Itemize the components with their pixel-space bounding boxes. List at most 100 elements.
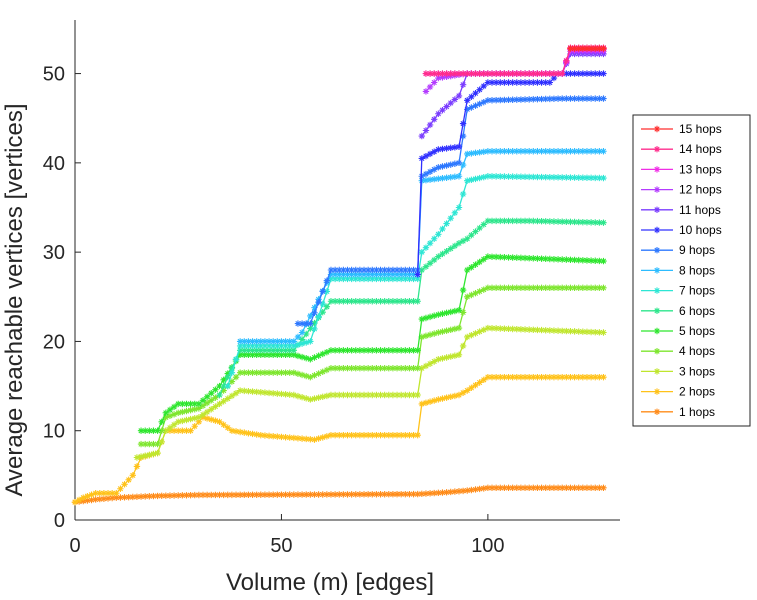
data-point: [451, 325, 459, 333]
series-4-hops: [137, 284, 607, 448]
data-point: [315, 370, 322, 377]
data-point: [348, 391, 355, 399]
data-point: [298, 353, 306, 361]
data-point: [488, 217, 496, 225]
data-point: [554, 484, 562, 492]
data-point: [356, 365, 364, 372]
data-point: [546, 70, 554, 77]
data-point: [236, 342, 244, 350]
data-point: [538, 217, 545, 225]
data-point: [468, 384, 475, 392]
data-point: [472, 70, 479, 77]
data-point: [340, 266, 347, 274]
series-line-10-hops: [417, 72, 604, 275]
data-point: [509, 173, 516, 180]
data-point: [509, 373, 516, 381]
data-point: [154, 492, 161, 500]
data-point: [501, 173, 508, 180]
data-point: [418, 315, 426, 323]
data-point: [311, 372, 318, 379]
data-point: [360, 491, 368, 498]
data-point: [517, 173, 525, 180]
data-point: [472, 330, 479, 337]
data-point: [323, 348, 331, 356]
data-point: [563, 95, 570, 102]
data-point: [344, 391, 351, 399]
data-point: [249, 342, 256, 350]
data-point: [550, 70, 558, 77]
data-point: [393, 365, 401, 372]
data-point: [307, 325, 314, 332]
data-point: [269, 338, 277, 345]
data-point: [468, 291, 475, 299]
legend-item: 8 hops: [641, 263, 715, 277]
data-point: [236, 347, 244, 354]
data-point: [265, 491, 273, 498]
data-point: [274, 491, 281, 498]
data-point: [364, 275, 372, 283]
data-point: [431, 397, 438, 404]
data-point: [435, 110, 442, 117]
data-point: [315, 394, 322, 401]
data-point: [443, 220, 450, 227]
data-point: [311, 304, 318, 311]
data-point: [492, 253, 500, 261]
legend-item: 12 hops: [641, 183, 722, 197]
data-point: [472, 486, 479, 493]
data-point: [509, 254, 516, 261]
data-point: [525, 217, 533, 225]
data-point: [587, 95, 595, 102]
data-point: [468, 150, 475, 157]
data-point: [220, 376, 227, 384]
data-point: [241, 342, 248, 350]
data-point: [435, 231, 442, 238]
data-point: [245, 351, 252, 359]
data-point: [298, 320, 306, 327]
data-point: [443, 103, 450, 110]
data-point: [554, 174, 562, 181]
data-point: [286, 434, 293, 441]
data-point: [542, 255, 549, 263]
data-point: [501, 325, 508, 332]
legend-marker: [653, 146, 661, 153]
data-point: [422, 332, 430, 340]
data-point: [571, 95, 578, 102]
data-point: [224, 491, 231, 499]
data-point: [385, 391, 392, 399]
data-point: [472, 381, 479, 389]
data-point: [509, 217, 516, 225]
data-point: [393, 266, 401, 274]
data-point: [521, 173, 529, 181]
data-point: [546, 174, 554, 181]
data-point: [435, 70, 442, 77]
data-point: [348, 491, 355, 498]
series-9-hops: [294, 95, 607, 327]
data-point: [414, 431, 421, 439]
data-point: [319, 350, 326, 358]
data-point: [191, 491, 198, 499]
data-point: [195, 400, 203, 408]
x-tick-label: 50: [270, 535, 292, 557]
data-point: [596, 45, 603, 52]
data-point: [530, 148, 537, 155]
data-point: [389, 271, 397, 278]
data-point: [402, 347, 409, 354]
data-point: [104, 495, 112, 502]
data-point: [216, 491, 223, 499]
data-point: [571, 70, 578, 77]
data-point: [307, 338, 314, 345]
data-point: [525, 284, 533, 292]
data-point: [538, 484, 545, 492]
data-point: [447, 245, 454, 252]
data-point: [575, 373, 582, 381]
data-point: [158, 492, 165, 500]
data-point: [352, 431, 359, 439]
series-line-5-hops: [141, 255, 604, 432]
data-point: [307, 373, 314, 381]
data-point: [468, 231, 475, 239]
data-point: [488, 70, 496, 77]
data-point: [592, 70, 599, 77]
data-point: [480, 256, 487, 263]
data-point: [497, 217, 504, 225]
data-point: [352, 275, 359, 283]
